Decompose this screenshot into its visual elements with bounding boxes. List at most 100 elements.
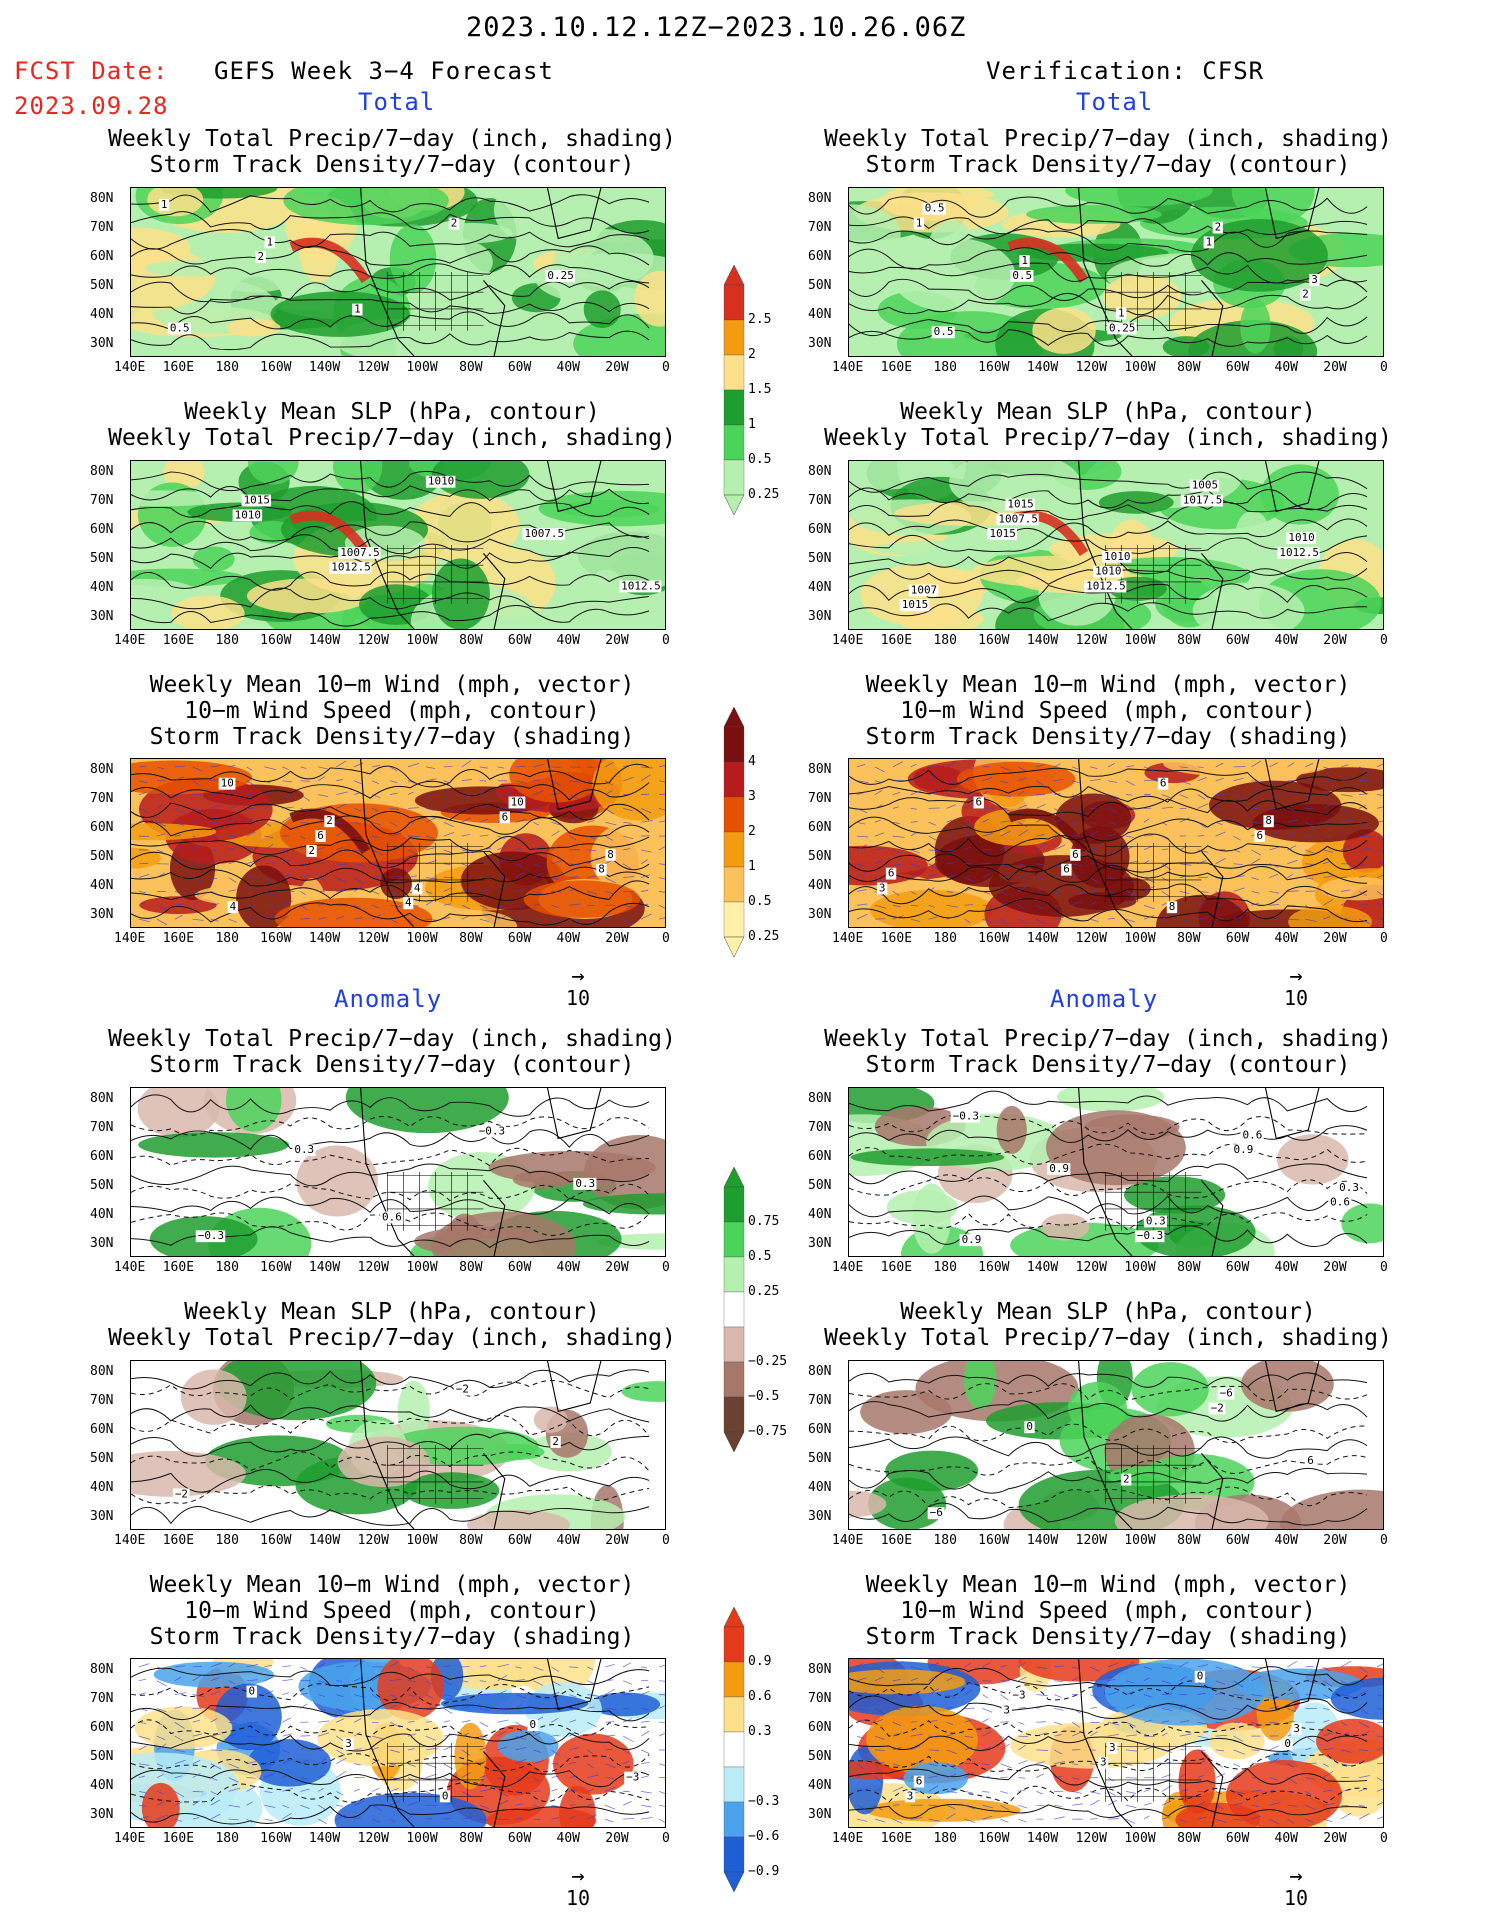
lon-label: 160E <box>880 360 913 375</box>
shading-region <box>865 1798 1021 1822</box>
vector-ref-4: → 10 <box>1266 1866 1326 1911</box>
lon-label: 100W <box>1124 360 1156 375</box>
contour-line <box>131 1163 650 1187</box>
contour-line <box>131 1485 650 1505</box>
lat-label: 30N <box>808 1807 832 1822</box>
shading-region <box>1296 767 1383 793</box>
map-svg: −0.3 0.9 0.6 −0.3 0.9 0.3 0.6 0.3 0.9 <box>849 1088 1383 1256</box>
contour-label: 0.9 <box>1234 1143 1254 1156</box>
shading-region <box>956 761 1076 797</box>
colorbar-label: −0.3 <box>748 1794 780 1809</box>
map-panel-p4: 1 0.5 0.25 1 2 0.5 1 1 2 3 0.5 <box>848 187 1384 357</box>
lat-label: 40N <box>90 1480 114 1495</box>
lat-label: 70N <box>90 791 114 806</box>
contour-line <box>849 292 1368 316</box>
shading-region <box>1123 1176 1226 1214</box>
contour-label: 3 <box>907 1789 914 1802</box>
contour-label: 0 <box>249 1685 256 1698</box>
shading-region <box>380 868 412 900</box>
lon-label: 180 <box>215 633 239 648</box>
contour-label: 3 <box>1109 1741 1116 1754</box>
shading-region <box>861 250 940 288</box>
lon-label: 160W <box>978 1533 1010 1548</box>
lon-label: 100W <box>406 360 438 375</box>
contour-label: 3 <box>1311 273 1318 286</box>
contour-line <box>849 196 1368 218</box>
lon-label: 0 <box>662 1260 670 1275</box>
lon-label: 0 <box>662 1831 670 1846</box>
contour-line <box>849 1090 1368 1113</box>
contour-label: 0.9 <box>962 1233 982 1246</box>
lon-label: 40W <box>1274 1831 1299 1846</box>
lat-label: 70N <box>808 493 832 508</box>
lat-label: 30N <box>90 1236 114 1251</box>
shading-region <box>389 224 437 294</box>
contour-line <box>849 487 1368 511</box>
lon-label: 100W <box>406 1260 438 1275</box>
shading-region <box>317 1709 444 1767</box>
contour-line <box>131 1432 650 1457</box>
contour-label: 0 <box>1284 1737 1291 1750</box>
colorbar-label: 0.25 <box>748 929 780 944</box>
colorbar-label: 0.6 <box>748 1689 772 1704</box>
vector-ref-3: → 10 <box>548 1866 608 1911</box>
lon-label: 100W <box>1124 1260 1156 1275</box>
contour-label: 8 <box>1169 900 1176 913</box>
lon-label: 180 <box>215 1831 239 1846</box>
lon-label: 80W <box>459 360 483 375</box>
contour-label: 8 <box>607 848 614 861</box>
contour-label: 1007.5 <box>525 527 565 540</box>
map-svg: 1015 1012.5 1017.5 1012.5 1015 1007.5 1010 1005… <box>849 461 1383 629</box>
contour-label: 1017.5 <box>1183 494 1223 507</box>
shading-region <box>1192 582 1305 629</box>
colorbar-label: 2 <box>748 347 756 362</box>
map-panel-p1: 1 2 1 2 0.25 0.5 1 <box>130 187 666 357</box>
lon-label: 140E <box>832 360 864 375</box>
contour-line <box>131 1781 650 1803</box>
shading-region <box>1178 1749 1216 1814</box>
panel-title-10: Weekly Mean SLP (hPa, contour) Weekly To… <box>824 1299 1392 1351</box>
contour-line <box>849 602 1368 622</box>
lon-label: 180 <box>933 1260 957 1275</box>
shading-region <box>566 516 665 590</box>
lon-label: 60W <box>507 360 532 375</box>
contour-line <box>131 1116 650 1136</box>
lat-label: 60N <box>90 522 114 537</box>
lon-label: 180 <box>215 931 239 946</box>
map-panel-p2: 1010 1012.5 1010 1007.5 1012.5 1015 1007.5 <box>130 460 666 630</box>
shading-region <box>538 490 665 527</box>
lon-label: 140W <box>1026 1260 1059 1275</box>
contour-label: −2 <box>175 1487 188 1500</box>
contour-line <box>849 1163 1368 1185</box>
vector-ref-label: 10 <box>1283 1886 1309 1910</box>
lon-label: 80W <box>459 931 483 946</box>
lon-label: 0 <box>1380 633 1388 648</box>
contour-label: 6 <box>976 795 983 808</box>
lon-label: 100W <box>406 1831 438 1846</box>
lat-label: 50N <box>808 849 832 864</box>
lon-label: 80W <box>1177 633 1201 648</box>
shading-region <box>912 1183 951 1254</box>
shading-region <box>509 759 603 803</box>
contour-line <box>849 1666 1368 1690</box>
shading-region <box>870 540 1039 557</box>
shading-region <box>1235 1668 1363 1701</box>
contour-line <box>131 866 650 887</box>
lon-label: 140E <box>832 1533 864 1548</box>
forecast-title: GEFS Week 3−4 Forecast <box>214 57 554 85</box>
contour-line <box>131 1719 650 1739</box>
lat-label: 50N <box>808 551 832 566</box>
contour-label: 10 <box>221 777 234 790</box>
shading-region <box>996 1105 1027 1154</box>
shading-region <box>1342 829 1383 873</box>
lon-label: 80W <box>1177 1831 1201 1846</box>
lon-label: 160E <box>162 1533 195 1548</box>
section-anomaly-right: Anomaly <box>1050 985 1159 1013</box>
lon-label: 20W <box>605 931 629 946</box>
lon-label: 20W <box>605 1831 629 1846</box>
lat-label: 70N <box>90 1120 114 1135</box>
lon-label: 160W <box>260 931 292 946</box>
contour-label: 0.6 <box>1330 1196 1350 1209</box>
